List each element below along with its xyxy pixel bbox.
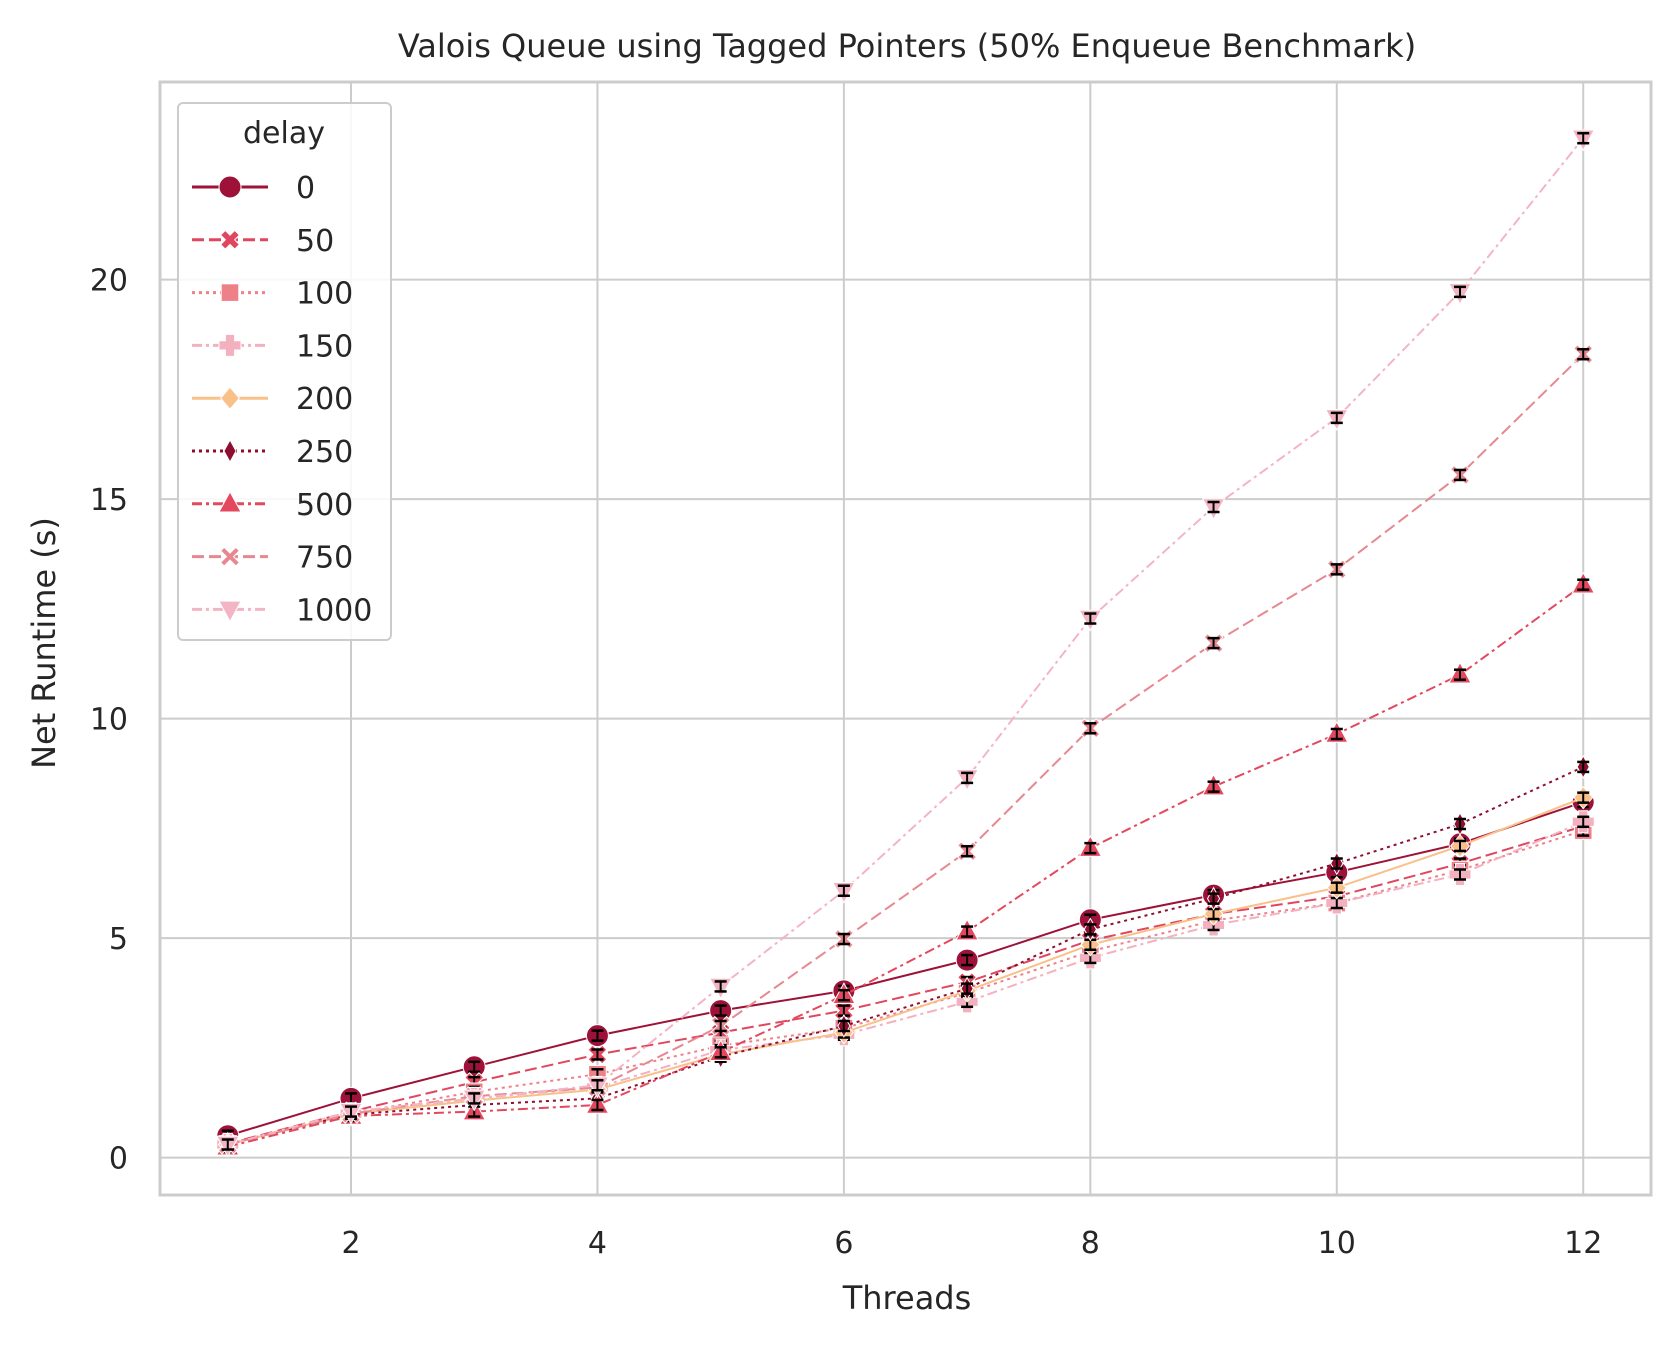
y-tick-label: 10 bbox=[90, 703, 128, 738]
legend-marker bbox=[219, 229, 241, 250]
legend-marker bbox=[218, 490, 242, 513]
legend-item-50: 50 bbox=[192, 224, 334, 259]
legend-marker bbox=[223, 438, 237, 464]
legend-label: 50 bbox=[296, 224, 334, 259]
legend-item-200: 200 bbox=[192, 382, 353, 417]
legend-item-0: 0 bbox=[192, 171, 315, 206]
series-line bbox=[227, 820, 1584, 1146]
plot-border bbox=[158, 80, 1653, 1197]
y-tick-label: 5 bbox=[109, 922, 128, 957]
legend-marker bbox=[218, 175, 242, 199]
x-tick-label: 4 bbox=[588, 1226, 607, 1261]
legend-label: 500 bbox=[296, 488, 353, 523]
plot-frame bbox=[158, 80, 1653, 1197]
grid bbox=[160, 82, 1651, 1195]
legend-label: 100 bbox=[296, 277, 353, 312]
legend-label: 0 bbox=[296, 171, 315, 206]
series-line bbox=[227, 829, 1584, 1146]
x-tick-label: 8 bbox=[1081, 1226, 1100, 1261]
legend-marker bbox=[219, 386, 241, 410]
series-750 bbox=[217, 344, 1594, 1155]
legend-label: 150 bbox=[296, 329, 353, 364]
legend-item-100: 100 bbox=[192, 277, 353, 312]
legend-marker bbox=[218, 600, 242, 623]
x-axis-label: Threads bbox=[842, 1279, 972, 1317]
legend-marker bbox=[220, 283, 240, 302]
legend-marker bbox=[218, 333, 242, 357]
series-200 bbox=[217, 785, 1594, 1157]
legend-item-750: 750 bbox=[192, 541, 353, 576]
series-line bbox=[227, 801, 1584, 1137]
series-1000 bbox=[215, 129, 1596, 1158]
series-line bbox=[227, 796, 1584, 1146]
legend-label: 750 bbox=[296, 541, 353, 576]
legend-label: 200 bbox=[296, 382, 353, 417]
y-tick-label: 15 bbox=[90, 483, 128, 518]
series-50 bbox=[217, 816, 1594, 1154]
series-500 bbox=[215, 571, 1596, 1156]
legend-item-250: 250 bbox=[192, 435, 353, 470]
series-0 bbox=[216, 790, 1595, 1148]
chart-title: Valois Queue using Tagged Pointers (50% … bbox=[398, 27, 1416, 65]
x-tick-label: 12 bbox=[1564, 1226, 1602, 1261]
series-250 bbox=[221, 754, 1590, 1156]
series-layer bbox=[215, 129, 1596, 1158]
legend-label: 1000 bbox=[296, 593, 372, 628]
legend: delay 0 50 100 150 200 250 500 750 1000 bbox=[177, 102, 392, 641]
legend-marker bbox=[219, 546, 241, 567]
legend-label: 250 bbox=[296, 435, 353, 470]
y-axis-label: Net Runtime (s) bbox=[25, 517, 63, 769]
tick-labels: 2 4 6 8 10 12 0 5 10 15 20 bbox=[90, 264, 1603, 1261]
legend-item-1000: 1000 bbox=[192, 593, 372, 628]
legend-item-150: 150 bbox=[192, 329, 353, 364]
y-tick-label: 0 bbox=[109, 1142, 128, 1177]
series-150 bbox=[216, 810, 1595, 1157]
series-line bbox=[227, 353, 1584, 1146]
series-line bbox=[227, 137, 1585, 1146]
series-line bbox=[227, 583, 1584, 1148]
x-tick-label: 6 bbox=[834, 1226, 853, 1261]
series-line bbox=[227, 825, 1584, 1145]
x-tick-label: 2 bbox=[341, 1226, 360, 1261]
legend-item-500: 500 bbox=[192, 488, 353, 523]
y-tick-label: 20 bbox=[90, 264, 128, 299]
x-tick-label: 10 bbox=[1318, 1226, 1356, 1261]
legend-box bbox=[177, 102, 392, 641]
legend-title: delay bbox=[243, 116, 325, 151]
series-line bbox=[227, 766, 1584, 1145]
